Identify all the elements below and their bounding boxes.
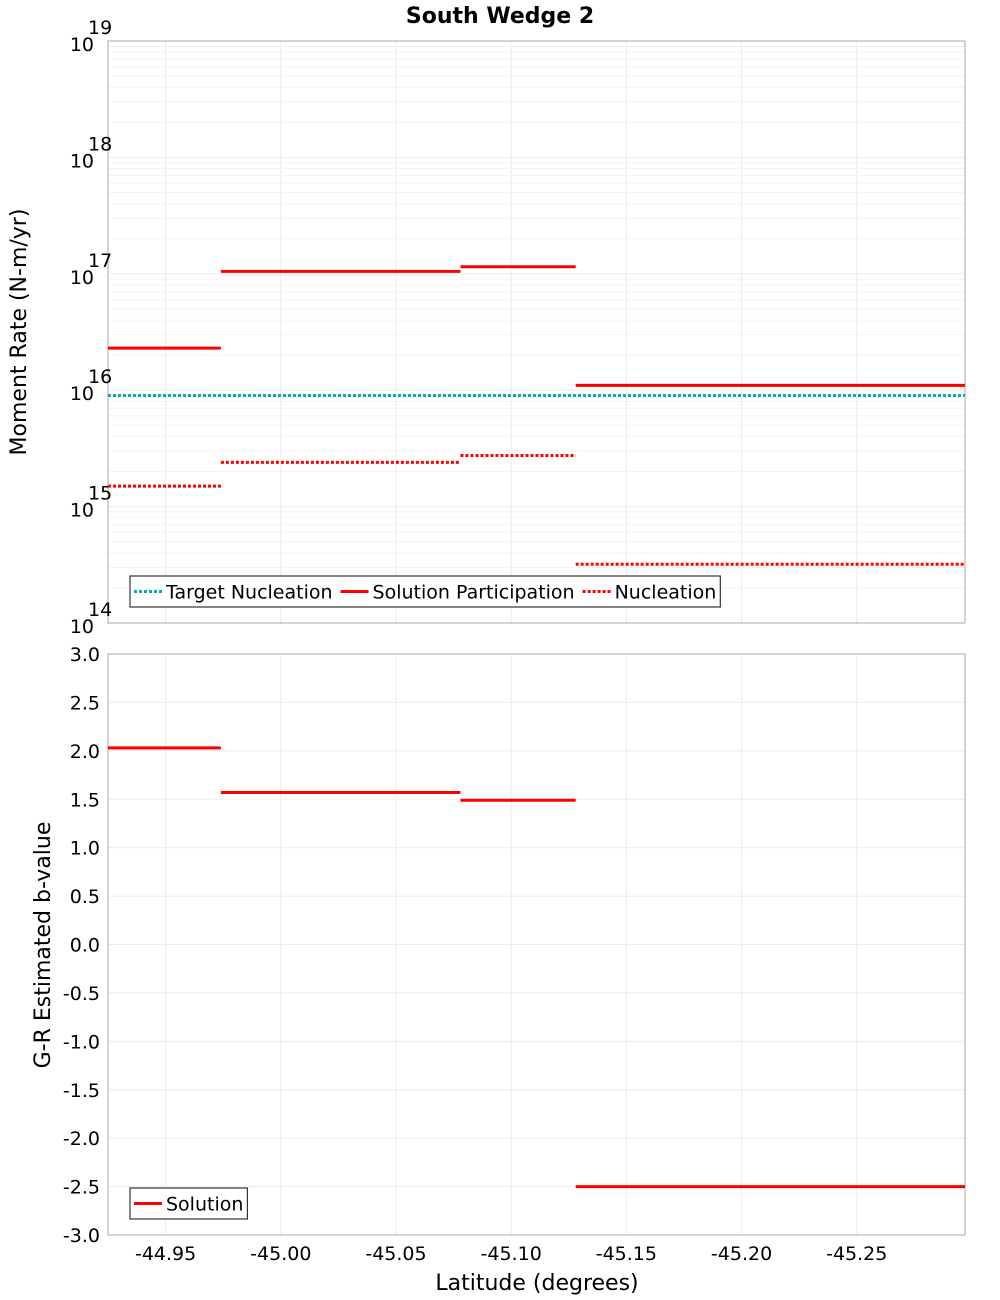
y-tick-label: 0.0: [70, 935, 100, 957]
b-value-panel: 3.0 2.5 2.0 1.5 1.0 0.5 0.0 -0.5 -1.0 -1.5 -2.0 -2.…: [31, 644, 966, 1265]
legend-label: Target Nucleation: [165, 582, 333, 604]
y-tick-label: -2.0: [63, 1128, 100, 1150]
x-tick-label: -45.20: [711, 1243, 772, 1265]
y-tick-label: 1.5: [70, 789, 100, 811]
y-tick-label: 0.5: [70, 886, 100, 908]
x-tick-label: -45.00: [250, 1243, 311, 1265]
y-axis-title: Moment Rate (N-m/yr): [7, 209, 32, 456]
y-tick-label: 10: [70, 500, 94, 522]
x-axis-title: Latitude (degrees): [435, 1271, 638, 1296]
x-tick-label: -45.15: [596, 1243, 657, 1265]
y-tick-label: -1.0: [63, 1031, 100, 1053]
chart-title: South Wedge 2: [406, 4, 594, 29]
y-tick-exponent: 16: [88, 366, 112, 388]
y-tick-label: 10: [70, 267, 94, 289]
y-tick-label: 2.5: [70, 692, 100, 714]
legend-label: Nucleation: [615, 582, 717, 604]
y-tick-exponent: 17: [88, 250, 112, 272]
y-tick-label: 10: [70, 34, 94, 56]
legend-label: Solution Participation: [373, 582, 575, 604]
y-tick-label: 3.0: [70, 644, 100, 666]
y-tick-exponent: 14: [88, 599, 112, 621]
y-tick-exponent: 18: [88, 133, 112, 155]
legend: Solution: [129, 1187, 249, 1220]
x-tick-label: -45.05: [365, 1243, 426, 1265]
legend-box: [129, 575, 721, 608]
series-solution: [108, 746, 965, 1189]
series-nucleation: [108, 453, 965, 566]
y-tick-label: 1.0: [70, 838, 100, 860]
y-tick-exponent: 15: [88, 483, 112, 505]
y-tick-label: 10: [70, 616, 94, 638]
legend-label: Solution: [166, 1194, 243, 1216]
legend: Target Nucleation Solution Participation N…: [129, 575, 721, 608]
y-tick-exponent: 19: [88, 17, 112, 39]
x-tick-label: -45.25: [826, 1243, 887, 1265]
y-tick-label: -0.5: [63, 983, 100, 1005]
series-solution-participation: [108, 265, 965, 387]
y-tick-label: 10: [70, 150, 94, 172]
y-tick-label: 2.0: [70, 741, 100, 763]
plot-frame: [107, 653, 966, 1236]
y-tick-label: -3.0: [63, 1225, 100, 1247]
y-axis-title: G-R Estimated b-value: [31, 822, 56, 1069]
x-tick-label: -44.95: [135, 1243, 196, 1265]
y-tick-label: 10: [70, 383, 94, 405]
plot-frame: [107, 40, 966, 624]
y-tick-label: -1.5: [63, 1080, 100, 1102]
x-tick-label: -45.10: [481, 1243, 542, 1265]
y-tick-label: -2.5: [63, 1177, 100, 1199]
